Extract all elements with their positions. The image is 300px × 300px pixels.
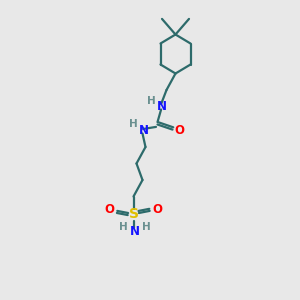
Text: H: H (118, 222, 127, 233)
Text: O: O (152, 203, 163, 216)
Text: O: O (104, 203, 115, 216)
Text: S: S (128, 208, 139, 221)
Text: N: N (130, 225, 140, 239)
Text: H: H (146, 96, 155, 106)
Text: O: O (174, 124, 184, 137)
Text: N: N (157, 100, 167, 113)
Text: N: N (139, 124, 149, 137)
Text: H: H (142, 222, 151, 233)
Text: H: H (129, 119, 138, 130)
